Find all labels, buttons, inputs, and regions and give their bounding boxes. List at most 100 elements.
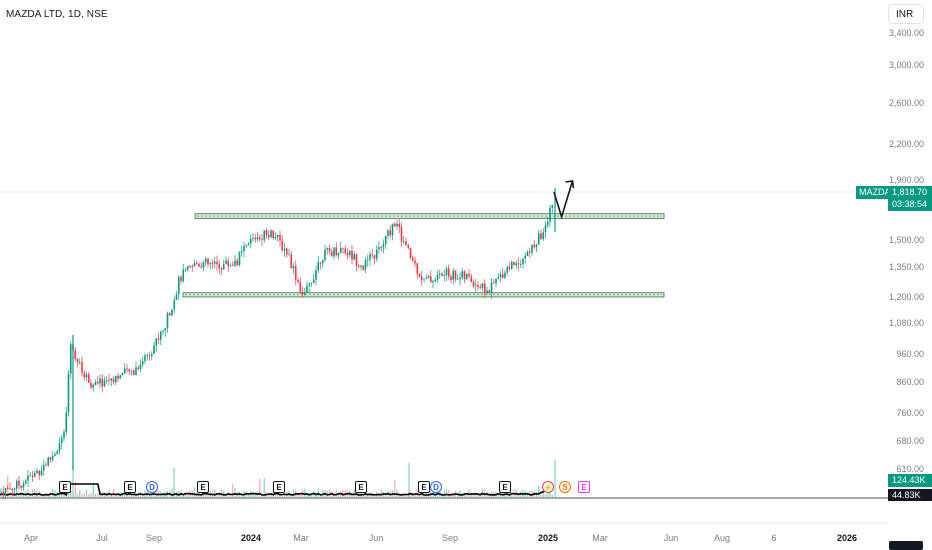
volume-bar — [328, 489, 331, 497]
candle-body — [535, 244, 538, 248]
earnings-marker[interactable]: E — [355, 481, 367, 493]
candle-body — [49, 457, 52, 460]
volume-bar — [112, 489, 115, 497]
volume-bar — [229, 494, 232, 497]
candle-body — [540, 233, 542, 240]
candle-body — [441, 273, 443, 276]
support-zone[interactable] — [182, 292, 665, 298]
dividend-marker[interactable]: D — [146, 481, 158, 493]
earnings-marker[interactable]: E — [273, 481, 285, 493]
candle-body — [546, 221, 549, 226]
volume-bar — [207, 494, 209, 497]
currency-button[interactable]: INR — [888, 4, 924, 24]
candle-body — [119, 375, 122, 379]
price-axis-label: 860.00 — [896, 377, 924, 387]
candle-body — [380, 247, 383, 248]
candle-body — [0, 491, 2, 493]
volume-bar — [538, 485, 540, 497]
candle-body — [227, 260, 230, 266]
candle-body — [391, 223, 394, 236]
candle-body — [312, 279, 315, 283]
candle-body — [33, 473, 36, 477]
candle-body — [445, 268, 448, 275]
volume-bar — [193, 487, 196, 497]
price-axis-label: 1,200.00 — [888, 292, 924, 302]
candle-body — [427, 276, 430, 278]
time-axis-label: Sep — [441, 533, 459, 543]
candle-body — [369, 254, 371, 260]
candle-body — [382, 244, 385, 248]
volume-bar — [544, 494, 547, 497]
candle-body — [402, 241, 405, 243]
volume-bar — [58, 492, 61, 497]
candle-body — [373, 255, 376, 259]
candle-body — [123, 368, 126, 374]
volume-bar — [484, 489, 486, 497]
volume-bar — [283, 494, 286, 497]
candle-body — [418, 273, 421, 277]
volume-bar — [178, 491, 180, 497]
volume-bar — [115, 494, 117, 497]
volume-bar — [373, 494, 376, 497]
volume-bar — [403, 494, 405, 497]
tradingview-logo[interactable] — [889, 541, 923, 550]
earnings-marker[interactable]: E — [418, 481, 430, 493]
candle-body — [2, 491, 5, 496]
candle-body — [328, 247, 331, 252]
volume-bar — [310, 494, 313, 497]
candle-body — [490, 282, 493, 293]
volume-bar — [97, 492, 99, 497]
candle-body — [272, 230, 275, 238]
candle-body — [513, 261, 515, 266]
candle-body — [112, 378, 115, 383]
earnings-marker[interactable]: E — [124, 481, 136, 493]
earnings-marker[interactable]: E — [197, 481, 209, 493]
candle-body — [423, 278, 425, 280]
candle-body — [522, 258, 524, 264]
candle-body — [117, 375, 119, 379]
candle-body — [508, 267, 511, 269]
dividend-marker[interactable]: D — [430, 481, 442, 493]
candle-body — [81, 362, 83, 373]
candle-body — [387, 230, 389, 237]
candle-body — [360, 265, 362, 267]
candle-body — [177, 277, 180, 295]
candle-body — [366, 259, 369, 261]
split-future-marker[interactable]: S — [559, 481, 571, 493]
split-marker[interactable]: ⚡ — [542, 481, 554, 493]
price-axis-label: 1,350.00 — [888, 262, 924, 272]
candle-body — [506, 267, 509, 273]
volume-bar — [448, 489, 450, 497]
earnings-marker[interactable]: E — [59, 481, 71, 493]
candle-body — [4, 488, 7, 496]
candle-body — [202, 262, 205, 268]
candle-body — [141, 361, 144, 365]
volume-spike-bar — [173, 468, 175, 497]
candle-body — [15, 480, 18, 489]
earnings-marker[interactable]: E — [499, 481, 511, 493]
volume-bar — [234, 487, 236, 497]
earnings-future-marker[interactable]: E — [578, 481, 590, 493]
projection-arrow[interactable] — [553, 180, 575, 220]
candle-body — [92, 384, 95, 388]
candle-body — [315, 270, 317, 280]
candle-body — [137, 367, 140, 370]
candle-body — [499, 274, 502, 278]
volume-bar — [396, 489, 398, 497]
time-axis-label: 6 — [771, 533, 777, 543]
projection-path[interactable] — [553, 180, 574, 220]
candle-body — [56, 451, 59, 455]
candle-body — [236, 260, 239, 266]
candle-body — [67, 373, 70, 413]
candle-body — [303, 292, 306, 295]
candle-body — [551, 205, 554, 208]
candle-body — [285, 248, 288, 255]
candle-body — [524, 255, 527, 259]
candle-body — [492, 282, 495, 284]
candle-body — [144, 355, 146, 362]
volume-bar — [342, 489, 344, 497]
symbol-header: MAZDA LTD, 1D, NSE — [6, 9, 108, 20]
volume-bar — [337, 493, 340, 497]
volume-bar — [184, 493, 187, 497]
